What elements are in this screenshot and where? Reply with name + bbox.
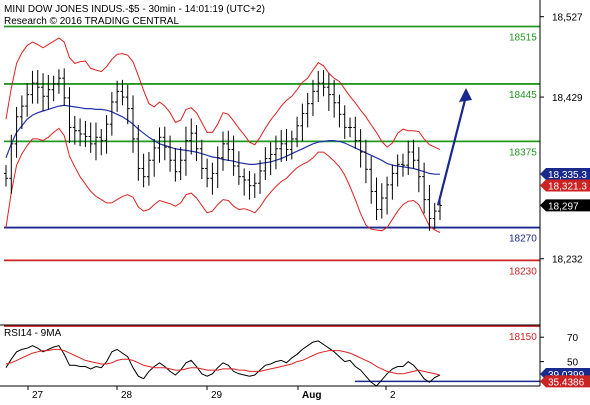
level-label-18270: 18270 [509, 234, 537, 245]
x-tick-label: Aug [302, 390, 321, 400]
lower-bollinger-band [5, 127, 441, 233]
price-badge-label: 18,335.3 [548, 170, 587, 181]
rsi-title: RSI14 - 9MA [4, 328, 62, 339]
rsi-ma-line [5, 348, 441, 376]
upper-bollinger-band [5, 37, 441, 151]
level-label-18375: 18375 [509, 147, 537, 158]
price-badge-bg [540, 179, 590, 192]
x-tick-label: 27 [32, 390, 44, 400]
rsi-line [5, 340, 441, 387]
price-badge-label: 18,321.3 [548, 181, 587, 192]
level-label-18150: 18150 [509, 332, 537, 343]
x-tick-label: 28 [121, 390, 133, 400]
texts: MINI DOW JONES INDUS.-$5 - 30min - 14:01… [4, 4, 265, 339]
x-tick-label: 2 [390, 390, 396, 400]
price-y-tick-label: 18,429 [552, 93, 583, 104]
price-badge-bg [540, 167, 590, 180]
price-badge-bg [540, 199, 590, 212]
rsi-y-tick-label: 70 [567, 333, 579, 344]
forecast-arrow-shaft [436, 95, 468, 206]
price-y-tick-label: 18,232 [552, 255, 583, 266]
rsi-badge-bg [540, 375, 590, 388]
rsi-y-tick-label: 50 [567, 358, 579, 369]
x-tick-label: 29 [211, 390, 223, 400]
rsi-badge-label: 35.4386 [548, 377, 585, 388]
level-label-18445: 18445 [509, 90, 537, 101]
price-panel: 18515 18445 18375 18270 18230 18150 [4, 25, 540, 343]
level-label-18230: 18230 [509, 266, 537, 277]
price-badge-label: 18,297 [548, 201, 579, 212]
rsi-panel [5, 340, 540, 387]
chart-header-line1: MINI DOW JONES INDUS.-$5 - 30min - 14:01… [4, 4, 265, 15]
level-label-18515: 18515 [509, 33, 537, 44]
forecast-arrow-head [459, 88, 472, 103]
price-y-tick-label: 18,527 [552, 13, 583, 24]
chart-header-line2: Research © 2016 TRADING CENTRAL [4, 16, 179, 27]
